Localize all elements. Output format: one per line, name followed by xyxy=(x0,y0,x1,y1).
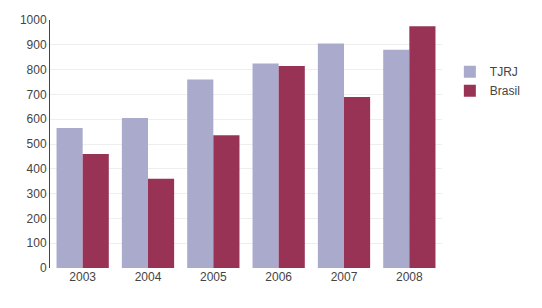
svg-text:2008: 2008 xyxy=(396,270,423,284)
svg-text:100: 100 xyxy=(27,236,47,250)
svg-text:2004: 2004 xyxy=(135,270,162,284)
svg-text:700: 700 xyxy=(27,88,47,102)
svg-text:1000: 1000 xyxy=(20,13,47,27)
svg-text:400: 400 xyxy=(27,162,47,176)
svg-text:200: 200 xyxy=(27,212,47,226)
svg-text:300: 300 xyxy=(27,187,47,201)
svg-text:2007: 2007 xyxy=(331,270,358,284)
svg-text:TJRJ: TJRJ xyxy=(490,65,518,79)
svg-text:0: 0 xyxy=(40,261,47,275)
svg-text:500: 500 xyxy=(27,137,47,151)
svg-text:2005: 2005 xyxy=(200,270,227,284)
svg-text:900: 900 xyxy=(27,38,47,52)
svg-text:600: 600 xyxy=(27,112,47,126)
svg-text:2006: 2006 xyxy=(265,270,292,284)
svg-text:800: 800 xyxy=(27,63,47,77)
svg-text:2003: 2003 xyxy=(69,270,96,284)
svg-text:Brasil: Brasil xyxy=(490,84,520,98)
